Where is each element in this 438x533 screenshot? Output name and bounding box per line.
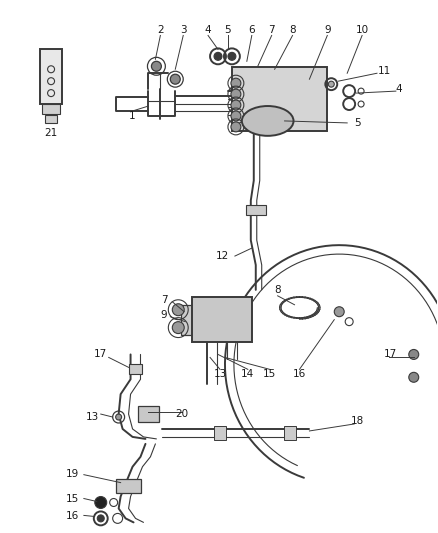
Text: 17: 17 (384, 350, 398, 359)
Circle shape (328, 81, 334, 87)
Text: 15: 15 (263, 369, 276, 379)
Ellipse shape (242, 106, 293, 136)
Text: 8: 8 (289, 25, 296, 35)
Circle shape (228, 52, 236, 60)
Circle shape (231, 111, 241, 121)
Circle shape (334, 307, 344, 317)
Bar (233, 67, 327, 131)
Text: 14: 14 (241, 369, 254, 379)
Bar (116, 479, 141, 492)
Circle shape (231, 100, 241, 110)
Text: 18: 18 (350, 416, 364, 426)
Text: 10: 10 (356, 25, 369, 35)
Bar (138, 406, 159, 422)
Circle shape (172, 304, 184, 316)
Text: 4: 4 (205, 25, 212, 35)
Bar (214, 426, 226, 440)
Circle shape (214, 52, 222, 60)
Text: 1: 1 (129, 111, 136, 121)
Circle shape (231, 89, 241, 99)
Text: 11: 11 (377, 66, 391, 76)
Text: 2: 2 (157, 25, 164, 35)
Text: 8: 8 (274, 285, 281, 295)
Bar (129, 365, 142, 374)
Text: 5: 5 (354, 118, 360, 128)
Circle shape (116, 414, 122, 420)
Text: 15: 15 (66, 494, 80, 504)
Text: 5: 5 (225, 25, 231, 35)
Circle shape (152, 61, 161, 71)
Text: 13: 13 (86, 412, 99, 422)
Circle shape (231, 122, 241, 132)
Circle shape (409, 350, 419, 359)
Circle shape (231, 78, 241, 88)
Text: 9: 9 (160, 310, 167, 320)
Bar (42, 104, 60, 114)
Text: 19: 19 (66, 469, 80, 479)
Text: 7: 7 (268, 25, 275, 35)
Text: 16: 16 (66, 511, 80, 521)
Circle shape (170, 74, 180, 84)
Bar (40, 49, 62, 103)
Text: 3: 3 (180, 25, 187, 35)
Bar (283, 426, 296, 440)
Text: 7: 7 (161, 295, 168, 305)
Text: 16: 16 (293, 369, 306, 379)
Bar (45, 115, 57, 123)
Bar (246, 205, 266, 215)
Text: 12: 12 (215, 251, 229, 261)
Circle shape (409, 373, 419, 382)
Text: 20: 20 (176, 409, 189, 419)
Circle shape (95, 497, 107, 508)
Text: 21: 21 (44, 128, 58, 138)
Text: 9: 9 (324, 25, 331, 35)
Text: 6: 6 (248, 25, 255, 35)
Text: 13: 13 (213, 369, 226, 379)
Bar (192, 297, 252, 342)
Circle shape (172, 321, 184, 334)
Circle shape (97, 515, 104, 522)
Text: 17: 17 (94, 350, 107, 359)
Text: 4: 4 (396, 84, 402, 94)
Bar (181, 305, 199, 335)
